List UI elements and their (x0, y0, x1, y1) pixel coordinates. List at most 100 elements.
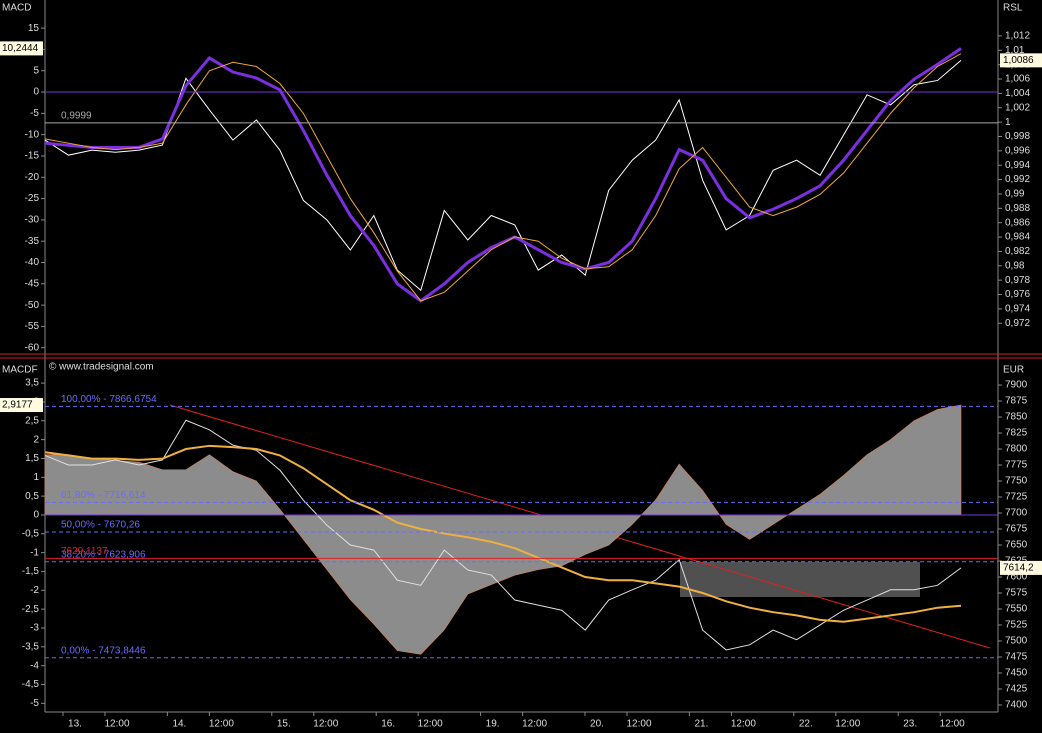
y-tick-label: 5 (33, 65, 39, 76)
value-box (0, 41, 43, 56)
y-tick-label: -1,5 (22, 566, 40, 577)
y2-tick-label: 7825 (1005, 428, 1028, 439)
y2-tick-label: 0,982 (1005, 246, 1030, 257)
line (44, 47, 962, 303)
x-tick-label: 12:00 (522, 719, 547, 730)
y2-tick-label: 0,974 (1005, 304, 1030, 315)
x-tick-label: 12:00 (835, 719, 860, 730)
value-box (1000, 560, 1042, 575)
x-tick-label: 13. (68, 719, 82, 730)
y2-tick-label: 0,978 (1005, 275, 1030, 286)
x-tick-label: 14. (172, 719, 186, 730)
y-tick-label: -2 (30, 585, 39, 596)
y2-tick-label: 0,976 (1005, 289, 1030, 300)
y-tick-label: -3 (30, 623, 39, 634)
y-tick-label: 2 (33, 434, 39, 445)
x-tick-label: 12:00 (418, 719, 443, 730)
y-tick-label: 0 (33, 510, 39, 521)
y2-tick-label: 0,988 (1005, 203, 1030, 214)
y-tick-label: -25 (25, 193, 40, 204)
y-tick-label: -20 (25, 172, 40, 183)
level-label: 7629,1137 (61, 546, 108, 557)
y2-tick-label: 1,002 (1005, 102, 1030, 113)
y2-tick-label: 7500 (1005, 636, 1028, 647)
y2-tick-label: 7875 (1005, 396, 1028, 407)
level-label: 100,00% - 7866,6754 (61, 394, 157, 405)
y2-tick-label: 0,986 (1005, 217, 1030, 228)
value-box-label: 10,2444 (2, 43, 39, 54)
y-tick-label: -3,5 (22, 641, 40, 652)
y2-tick-label: 7750 (1005, 476, 1028, 487)
y-tick-label: 1 (33, 472, 39, 483)
x-tick-label: 12:00 (731, 719, 756, 730)
level-label: 61,80% - 7716,614 (61, 490, 146, 501)
line (44, 419, 962, 651)
y-tick-label: -15 (25, 151, 40, 162)
y-tick-label: 15 (28, 23, 40, 34)
y-tick-label: 2,5 (25, 415, 39, 426)
y-tick-label: -50 (25, 300, 40, 311)
x-tick-label: 12:00 (313, 719, 338, 730)
y-tick-label: 0,5 (25, 491, 39, 502)
x-tick-label: 15. (277, 719, 291, 730)
x-tick-label: 16. (381, 719, 395, 730)
y2-tick-label: 7600 (1005, 572, 1028, 583)
y-tick-label: -5 (30, 698, 39, 709)
y2-tick-label: 7775 (1005, 460, 1028, 471)
y2-tick-label: 0,998 (1005, 131, 1030, 142)
y2-tick-label: 7700 (1005, 508, 1028, 519)
y-tick-label: 3,5 (25, 378, 39, 389)
level-label: 38,20% - 7623,906 (61, 549, 146, 560)
x-tick-label: 21. (694, 719, 708, 730)
y-tick-label: -1 (30, 547, 39, 558)
line (44, 53, 962, 302)
y2-tick-label: 0,972 (1005, 318, 1030, 329)
y-tick-label: -2,5 (22, 604, 40, 615)
y2-tick-label: 7675 (1005, 524, 1028, 535)
axis-title-right: EUR (1003, 365, 1024, 376)
value-box (1000, 53, 1042, 68)
y-tick-label: -55 (25, 321, 40, 332)
y-tick-label: -10 (25, 129, 40, 140)
x-tick-label: 22. (799, 719, 813, 730)
y2-tick-label: 0,992 (1005, 174, 1030, 185)
y2-tick-label: 1 (1005, 117, 1011, 128)
x-tick-label: 12:00 (626, 719, 651, 730)
y2-tick-label: 1,01 (1005, 45, 1025, 56)
x-tick-label: 12:00 (940, 719, 965, 730)
watermark: © www.tradesignal.com (49, 362, 154, 373)
y2-tick-label: 7425 (1005, 684, 1028, 695)
x-tick-label: 12:00 (104, 719, 129, 730)
y2-tick-label: 7575 (1005, 588, 1028, 599)
area (44, 404, 962, 655)
y2-tick-label: 7400 (1005, 700, 1028, 711)
y-tick-label: -0,5 (22, 528, 40, 539)
y2-tick-label: 7800 (1005, 444, 1028, 455)
level-label: 50,00% - 7670,26 (61, 520, 140, 531)
value-box (0, 398, 43, 413)
axis-title-right: RSL (1003, 3, 1023, 14)
y2-tick-label: 7900 (1005, 380, 1028, 391)
y2-tick-label: 0,98 (1005, 260, 1025, 271)
y2-tick-label: 0,99 (1005, 189, 1025, 200)
y-tick-label: -35 (25, 236, 40, 247)
value-box-label: 1,0086 (1003, 55, 1034, 66)
y-tick-label: -30 (25, 215, 40, 226)
line (44, 444, 962, 623)
x-tick-label: 19. (486, 719, 500, 730)
y-tick-label: -45 (25, 278, 40, 289)
y2-tick-label: 7650 (1005, 540, 1028, 551)
y2-tick-label: 7525 (1005, 620, 1028, 631)
level-label: 0,9999 (61, 110, 92, 121)
y-tick-label: -4,5 (22, 679, 40, 690)
x-tick-label: 12:00 (209, 719, 234, 730)
y-tick-label: 1,5 (25, 453, 39, 464)
value-box-label: 7614,2 (1003, 563, 1034, 574)
y-tick-label: -40 (25, 257, 40, 268)
y-tick-label: 0 (33, 87, 39, 98)
y-tick-label: -4 (30, 660, 39, 671)
axis-title: MACD (2, 3, 31, 14)
level-label: 0,00% - 7473,8446 (61, 645, 146, 656)
